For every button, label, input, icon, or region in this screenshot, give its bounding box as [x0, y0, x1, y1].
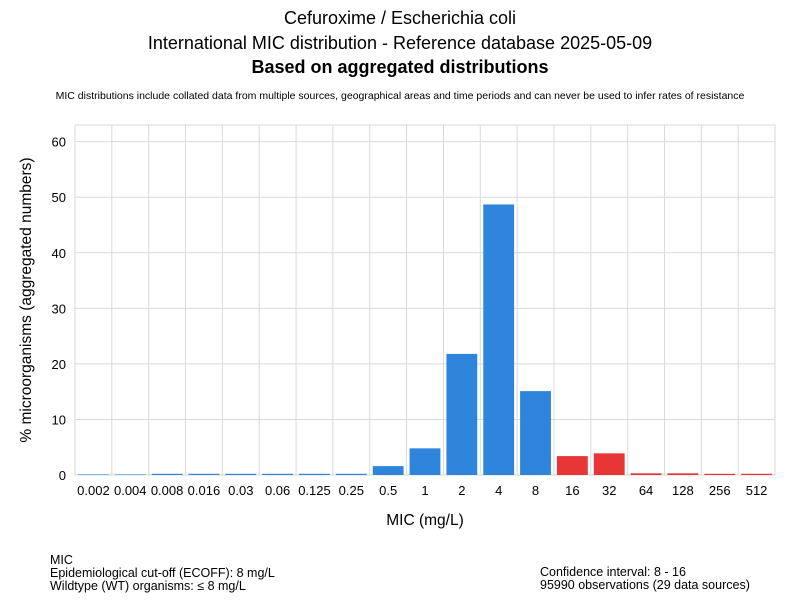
x-tick-label: 0.002 — [77, 483, 110, 498]
footer-left: MIC Epidemiological cut-off (ECOFF): 8 m… — [50, 554, 275, 593]
bar-0.125 — [299, 473, 330, 475]
bar-128 — [667, 473, 699, 475]
x-tick-label: 0.06 — [265, 483, 290, 498]
x-tick-label: 32 — [602, 483, 616, 498]
bar-4 — [483, 204, 515, 475]
y-tick-label: 50 — [52, 190, 66, 205]
x-tick-label: 2 — [458, 483, 465, 498]
footer-mic-label: MIC — [50, 553, 73, 567]
bar-2 — [446, 353, 478, 475]
bar-0.008 — [151, 473, 183, 475]
bar-64 — [630, 473, 662, 475]
y-tick-label: 60 — [52, 135, 66, 150]
bar-32 — [593, 453, 625, 475]
plot-area — [74, 124, 776, 476]
x-tick-label: 0.03 — [228, 483, 253, 498]
x-tick-label: 256 — [709, 483, 731, 498]
x-tick-label: 128 — [672, 483, 694, 498]
x-tick-label: 4 — [495, 483, 502, 498]
footer-ecoff: Epidemiological cut-off (ECOFF): 8 mg/L — [50, 566, 275, 580]
x-tick-label: 0.016 — [188, 483, 221, 498]
x-tick-label: 8 — [532, 483, 539, 498]
footer-confidence-interval: Confidence interval: 8 - 16 — [540, 565, 686, 579]
bar-512 — [741, 473, 772, 475]
x-axis-label: MIC (mg/L) — [386, 512, 464, 529]
x-tick-label: 0.25 — [339, 483, 364, 498]
x-tick-label: 512 — [746, 483, 768, 498]
y-axis-label: % microorganisms (aggregated numbers) — [18, 157, 35, 442]
x-tick-label: 0.008 — [151, 483, 184, 498]
bar-1 — [409, 448, 441, 475]
footer-observations: 95990 observations (29 data sources) — [540, 578, 750, 592]
bar-0.004 — [114, 474, 146, 475]
y-tick-label: 30 — [52, 301, 66, 316]
x-tick-label: 16 — [565, 483, 579, 498]
bar-0.03 — [225, 473, 257, 475]
footer-wildtype: Wildtype (WT) organisms: ≤ 8 mg/L — [50, 579, 246, 593]
bar-256 — [704, 473, 736, 475]
footer-right: Confidence interval: 8 - 16 95990 observ… — [540, 566, 750, 592]
x-tick-label: 0.125 — [298, 483, 331, 498]
x-tick-label: 64 — [639, 483, 653, 498]
y-tick-label: 10 — [52, 412, 66, 427]
bar-0.5 — [372, 466, 404, 475]
disclaimer-note: MIC distributions include collated data … — [55, 90, 745, 102]
x-tick-label: 0.004 — [114, 483, 147, 498]
chart-title: Cefuroxime / Escherichia coli — [283, 8, 517, 28]
bar-8 — [520, 391, 551, 475]
x-tick-label: 0.5 — [379, 483, 397, 498]
y-tick-label: 0 — [59, 468, 66, 483]
y-tick-label: 20 — [52, 357, 66, 372]
bar-0.002 — [78, 474, 109, 475]
chart-heading-bold: Based on aggregated distributions — [251, 57, 549, 77]
bar-16 — [556, 456, 588, 475]
bar-0.016 — [188, 473, 220, 475]
x-tick-label: 1 — [421, 483, 428, 498]
chart-subtitle: International MIC distribution - Referen… — [147, 33, 653, 53]
bar-0.06 — [262, 473, 294, 475]
y-tick-label: 40 — [52, 246, 66, 261]
bar-0.25 — [335, 473, 367, 475]
